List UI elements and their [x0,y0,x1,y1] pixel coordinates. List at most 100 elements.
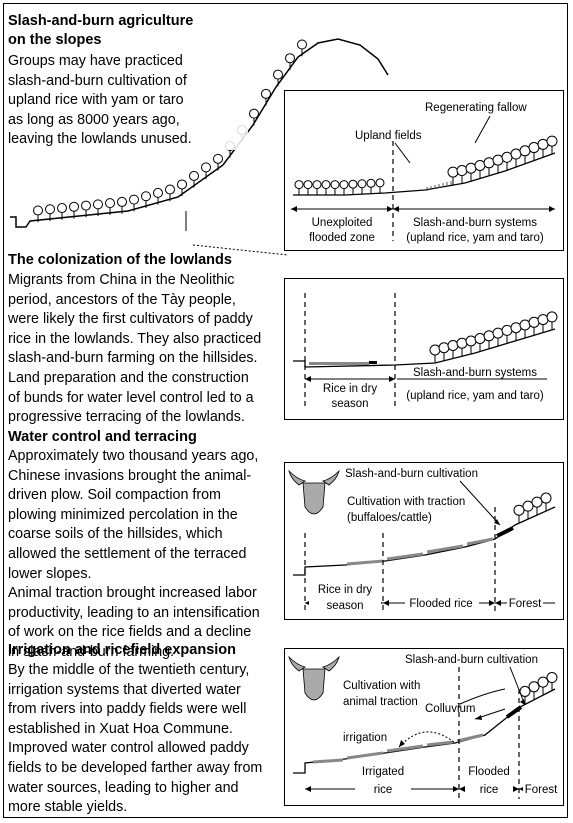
panel-4-box: Slash-and-burn cultivation Cultivation w… [284,648,564,806]
figure-frame [3,3,568,818]
tree-icon [540,492,552,512]
cultivation-label-2: animal traction [343,696,418,708]
tree-icon [69,201,79,219]
tree-icon [117,196,127,214]
slash-systems-label-2: (upland rice, yam and taro) [406,232,544,244]
tree-icon [537,314,549,333]
section-4-title: Irrigation and ricefield expansion [8,642,237,658]
slash-systems-label-1: Slash-and-burn systems [413,217,537,229]
tree-icon [297,39,307,57]
slash-systems-label-1: Slash-and-burn systems [413,367,537,379]
tree-icon [249,108,259,126]
tree-icon [321,180,331,195]
regenerating-fallow-label: Regenerating fallow [425,102,527,114]
rice-dry-label-1: Rice in dry [318,584,373,596]
tree-icon [546,672,558,691]
tree-icon [519,145,531,164]
colluvium-label: Colluvium [425,703,476,715]
irrigated-label-1: Irrigated [362,766,404,778]
tree-icon [537,138,549,158]
tree-icon [33,205,43,223]
flooded-rice-label: Flooded rice [409,598,472,610]
tree-icon [105,198,115,215]
tree-icon [45,204,55,221]
panel-2-box: Rice in dry season Slash-and-burn system… [284,278,564,420]
flooded-label-1: Flooded [468,766,510,778]
tree-icon [141,191,151,208]
tree-icon [546,311,558,330]
tree-icon [456,165,468,184]
tree-icon [483,157,495,176]
hill-tree-row [33,39,307,223]
tree-icon [357,179,367,195]
tree-icon [492,154,504,174]
section-1-title: Slash-and-burn agriculture on the slopes [8,13,194,48]
tree-icon [189,170,199,188]
tree-icon [519,319,531,338]
traction-label-2: (buffaloes/cattle) [347,512,432,524]
tree-icon [330,180,340,195]
tree-icon [474,333,486,352]
panel-2-trees [429,311,558,363]
section-2-title: The colonization of the lowlands [8,252,232,268]
tree-icon [510,322,522,341]
tree-icon [483,330,495,349]
tree-icon [531,496,543,516]
irrigation-label: irrigation [343,732,387,744]
panel-1-hatch [426,181,452,191]
tree-icon [501,324,513,344]
tree-icon [366,178,376,194]
tree-icon [474,160,486,179]
tree-icon [339,180,349,195]
tree-icon [261,88,271,106]
tree-icon [57,203,67,220]
tree-icon [165,184,175,202]
tree-icon [303,180,313,195]
tree-icon [273,69,283,87]
tree-icon [465,335,477,354]
slash-systems-label-2: (upland rice, yam and taro) [406,390,544,402]
tree-icon [429,344,441,363]
slash-cultivation-label: Slash-and-burn cultivation [345,468,478,480]
tree-icon [513,504,525,524]
section-3-body: Approximately two thousand years ago, Ch… [8,448,260,660]
forest-label: Forest [509,598,542,610]
rice-dry-label-2: season [326,600,363,612]
tree-icon [375,178,385,194]
tree-icon [528,316,540,336]
upland-fields-label: Upland fields [355,130,422,142]
tree-icon [438,342,450,361]
rice-dry-label-2: season [331,398,368,410]
flooded-label-2: rice [480,784,499,796]
tree-icon [81,200,91,218]
forest-label: Forest [525,784,558,796]
rice-dry-label-1: Rice in dry [323,383,378,395]
traction-label-1: Cultivation with traction [347,496,465,508]
section-1-body: Groups may have practiced slash-and-burn… [8,52,248,150]
tree-icon [213,153,223,171]
tree-icon [129,194,139,212]
tree-icon [537,676,549,696]
unexploited-label-2: flooded zone [309,232,375,244]
tree-icon [522,500,534,520]
hill-overview-diagram [10,38,389,256]
tree-icon [285,53,295,70]
irrigated-label-2: rice [374,784,393,796]
tree-icon [546,135,558,155]
tree-icon [465,162,477,182]
panel-4-trees [519,672,558,705]
tree-icon [456,337,468,357]
section-3-title: Water control and terracing [8,429,197,445]
tree-icon [294,180,304,195]
tree-icon [177,179,187,197]
tree-icon [447,340,459,359]
buffalo-head-icon [288,469,340,515]
tree-icon [528,142,540,161]
panel-1-box: Upland fields Regenerating fallow Unexpl… [284,90,564,251]
panel-3-box: Slash-and-burn cultivation Cultivation w… [284,462,564,620]
unexploited-label-1: Unexploited [312,217,373,229]
tree-icon [312,180,322,195]
tree-icon [447,166,459,186]
cultivation-label-1: Cultivation with [343,680,420,692]
tree-icon [528,681,540,700]
